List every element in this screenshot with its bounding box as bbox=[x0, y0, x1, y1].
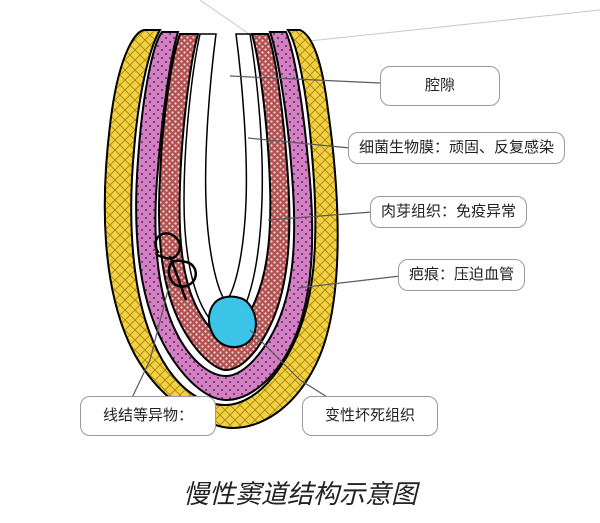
label-necrotic: 变性坏死组织 bbox=[302, 396, 438, 436]
label-scar: 疤痕：压迫血管 bbox=[398, 259, 525, 291]
label-biofilm: 细菌生物膜：顽固、反复感染 bbox=[348, 132, 565, 164]
layer-cavity bbox=[184, 34, 262, 331]
diagram-stage: 腔隙 细菌生物膜：顽固、反复感染 肉芽组织：免疫异常 疤痕：压迫血管 变性坏死组… bbox=[0, 0, 600, 523]
label-foreign: 线结等异物： bbox=[80, 396, 216, 436]
label-granulation: 肉芽组织：免疫异常 bbox=[370, 196, 527, 228]
nodule bbox=[209, 297, 256, 348]
label-cavity: 腔隙 bbox=[380, 66, 500, 106]
diagram-title: 慢性窦道结构示意图 bbox=[0, 474, 600, 511]
